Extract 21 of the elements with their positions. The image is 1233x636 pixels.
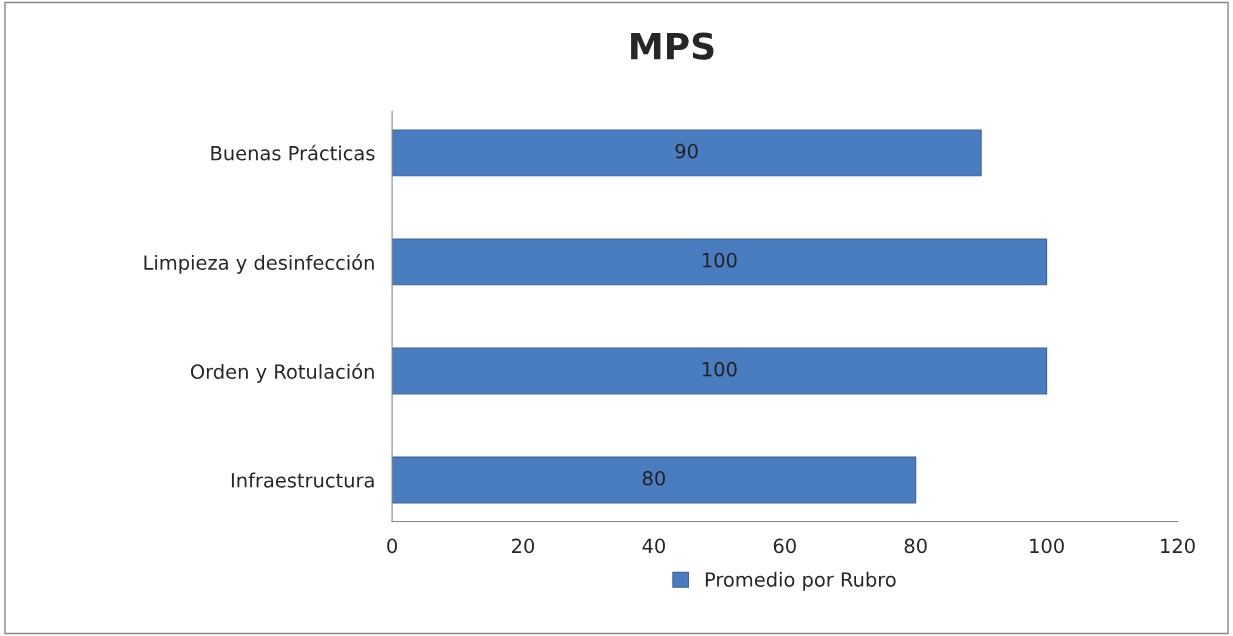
bar <box>392 456 917 504</box>
x-tick-label: 40 <box>642 538 665 554</box>
bar <box>392 129 982 177</box>
data-label: 80 <box>642 470 665 486</box>
y-tick-label: Limpieza y desinfección <box>144 254 374 274</box>
data-label: 100 <box>702 361 737 377</box>
legend-label: Promedio por Rubro <box>705 571 896 591</box>
y-tick-label: Infraestructura <box>231 472 374 488</box>
x-tick-label: 0 <box>387 538 397 554</box>
chart-title: MPS <box>631 32 714 60</box>
x-tick-label: 120 <box>1161 538 1195 554</box>
x-tick-label: 80 <box>904 538 927 554</box>
data-label: 90 <box>675 143 698 159</box>
y-tick-label: Buenas Prácticas <box>211 144 375 161</box>
bar <box>392 347 1048 395</box>
data-label: 100 <box>702 252 737 268</box>
x-tick-label: 100 <box>1030 538 1064 554</box>
y-tick-label: Orden y Rotulación <box>190 363 374 383</box>
bar <box>392 238 1048 286</box>
x-tick-label: 20 <box>512 538 535 554</box>
x-tick-label: 60 <box>773 538 796 554</box>
